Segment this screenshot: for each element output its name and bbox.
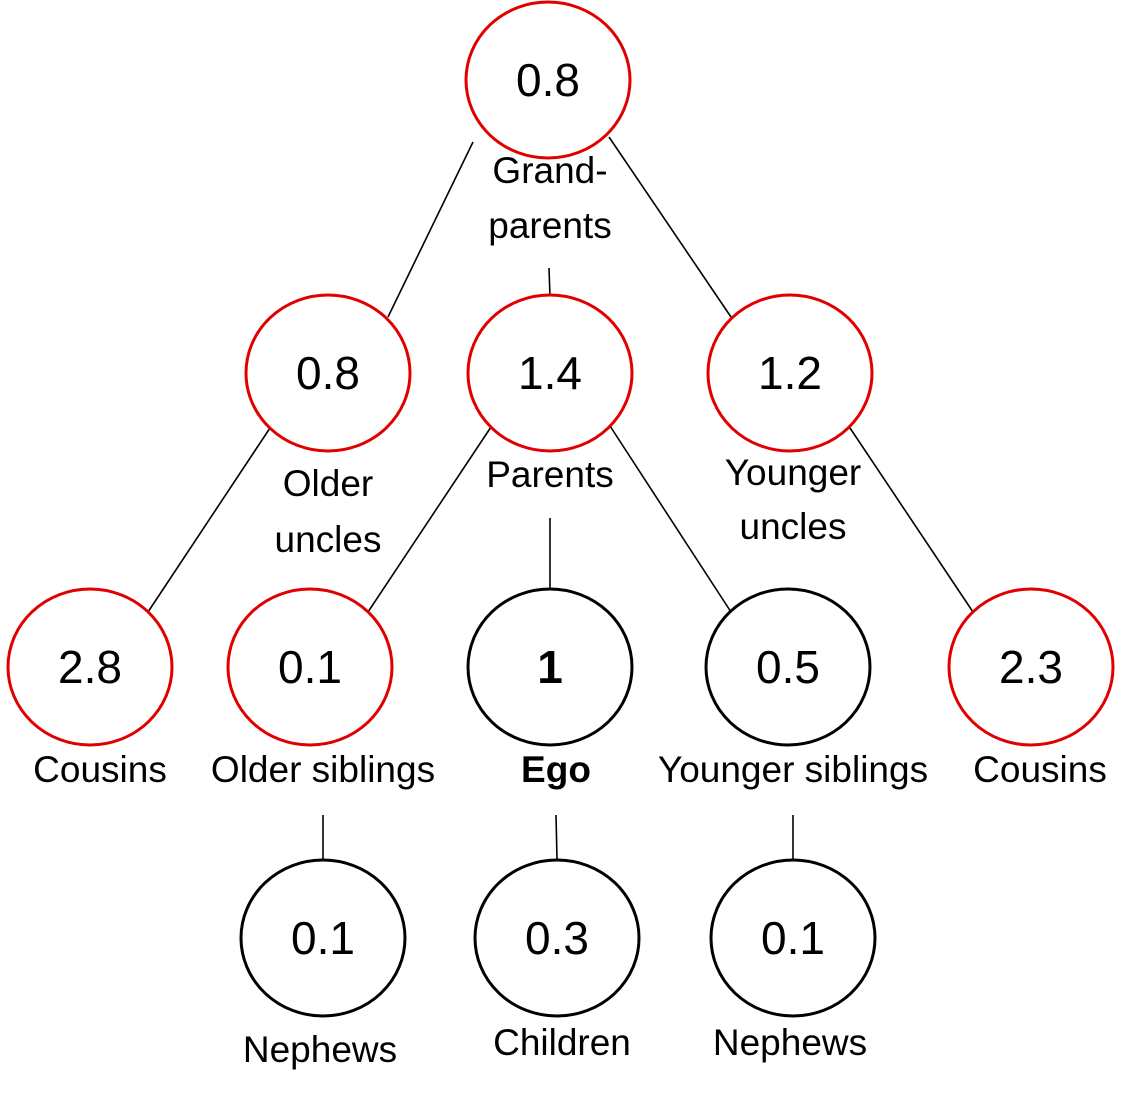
edge-parents-younger-siblings	[609, 425, 732, 613]
node-circle-parents	[466, 293, 634, 453]
node-label-children: Children	[493, 1022, 631, 1063]
node-older-uncles: 0.8	[244, 293, 412, 453]
node-value-parents: 1.4	[518, 347, 582, 399]
edge-grandparents-younger-uncles	[608, 136, 732, 318]
edge-grandparents-older-uncles	[387, 141, 474, 318]
node-label-younger-siblings: Younger siblings	[658, 749, 928, 790]
edge-grandparents-parents	[548, 267, 551, 298]
node-label-older-siblings: Older siblings	[211, 749, 435, 790]
node-parents: 1.4	[466, 293, 634, 453]
node-younger-siblings: 0.5	[704, 587, 872, 747]
node-younger-uncles: 1.2	[706, 293, 874, 453]
node-label-younger-uncles-line-2: uncles	[740, 506, 847, 547]
node-value-ego: 1	[537, 641, 563, 693]
node-label-older-uncles-line-2: uncles	[275, 519, 382, 560]
node-label-grandparents-line-1: Grand-	[492, 150, 607, 191]
node-nephews-left: 0.1	[239, 858, 407, 1018]
node-cousins-right: 2.3	[947, 587, 1115, 747]
node-label-older-uncles-line-1: Older	[283, 463, 373, 504]
node-value-nephews-right: 0.1	[761, 912, 825, 964]
node-value-cousins-left: 2.8	[58, 641, 122, 693]
node-label-cousins-left: Cousins	[33, 749, 167, 790]
node-label-parents: Parents	[486, 454, 614, 495]
node-circle-cousins-right	[947, 587, 1115, 747]
node-circle-children	[473, 858, 641, 1018]
node-value-older-siblings: 0.1	[278, 641, 342, 693]
edge-parents-older-siblings	[367, 426, 492, 613]
node-circle-older-uncles	[244, 293, 412, 453]
node-children: 0.3	[473, 858, 641, 1018]
node-label-nephews-right: Nephews	[713, 1022, 867, 1063]
node-label-younger-uncles-line-1: Younger	[725, 452, 862, 493]
node-label-nephews-left: Nephews	[243, 1029, 397, 1070]
node-cousins-left: 2.8	[6, 587, 174, 747]
node-label-grandparents-line-2: parents	[488, 205, 611, 246]
node-nephews-right: 0.1	[709, 858, 877, 1018]
node-circle-younger-siblings	[704, 587, 872, 747]
node-ego: 1	[466, 587, 634, 747]
node-circle-younger-uncles	[706, 293, 874, 453]
node-value-younger-siblings: 0.5	[756, 641, 820, 693]
node-circle-grandparents	[464, 0, 632, 160]
node-value-cousins-right: 2.3	[999, 641, 1063, 693]
node-grandparents: 0.8	[464, 0, 632, 160]
edge-ego-children	[555, 814, 558, 860]
edges	[147, 136, 974, 860]
edge-older-uncles-cousins-left	[147, 427, 271, 613]
node-older-siblings: 0.1	[226, 587, 394, 747]
node-label-ego: Ego	[521, 749, 591, 790]
nodes: 0.8 0.8 1.4 1.2 2.8 0.1 1 0.5 2.3 0.1 0.3 0.1	[6, 0, 1115, 1018]
node-circle-nephews-left	[239, 858, 407, 1018]
node-circle-nephews-right	[709, 858, 877, 1018]
node-value-grandparents: 0.8	[516, 54, 580, 106]
node-circle-cousins-left	[6, 587, 174, 747]
edge-younger-uncles-cousins-right	[847, 424, 974, 613]
labels: Grand-parents Older uncles Parents Younger un…	[33, 150, 1107, 1070]
node-value-younger-uncles: 1.2	[758, 347, 822, 399]
node-value-nephews-left: 0.1	[291, 912, 355, 964]
node-circle-older-siblings	[226, 587, 394, 747]
node-value-older-uncles: 0.8	[296, 347, 360, 399]
node-label-cousins-right: Cousins	[973, 749, 1107, 790]
node-circle-ego	[466, 587, 634, 747]
node-value-children: 0.3	[525, 912, 589, 964]
